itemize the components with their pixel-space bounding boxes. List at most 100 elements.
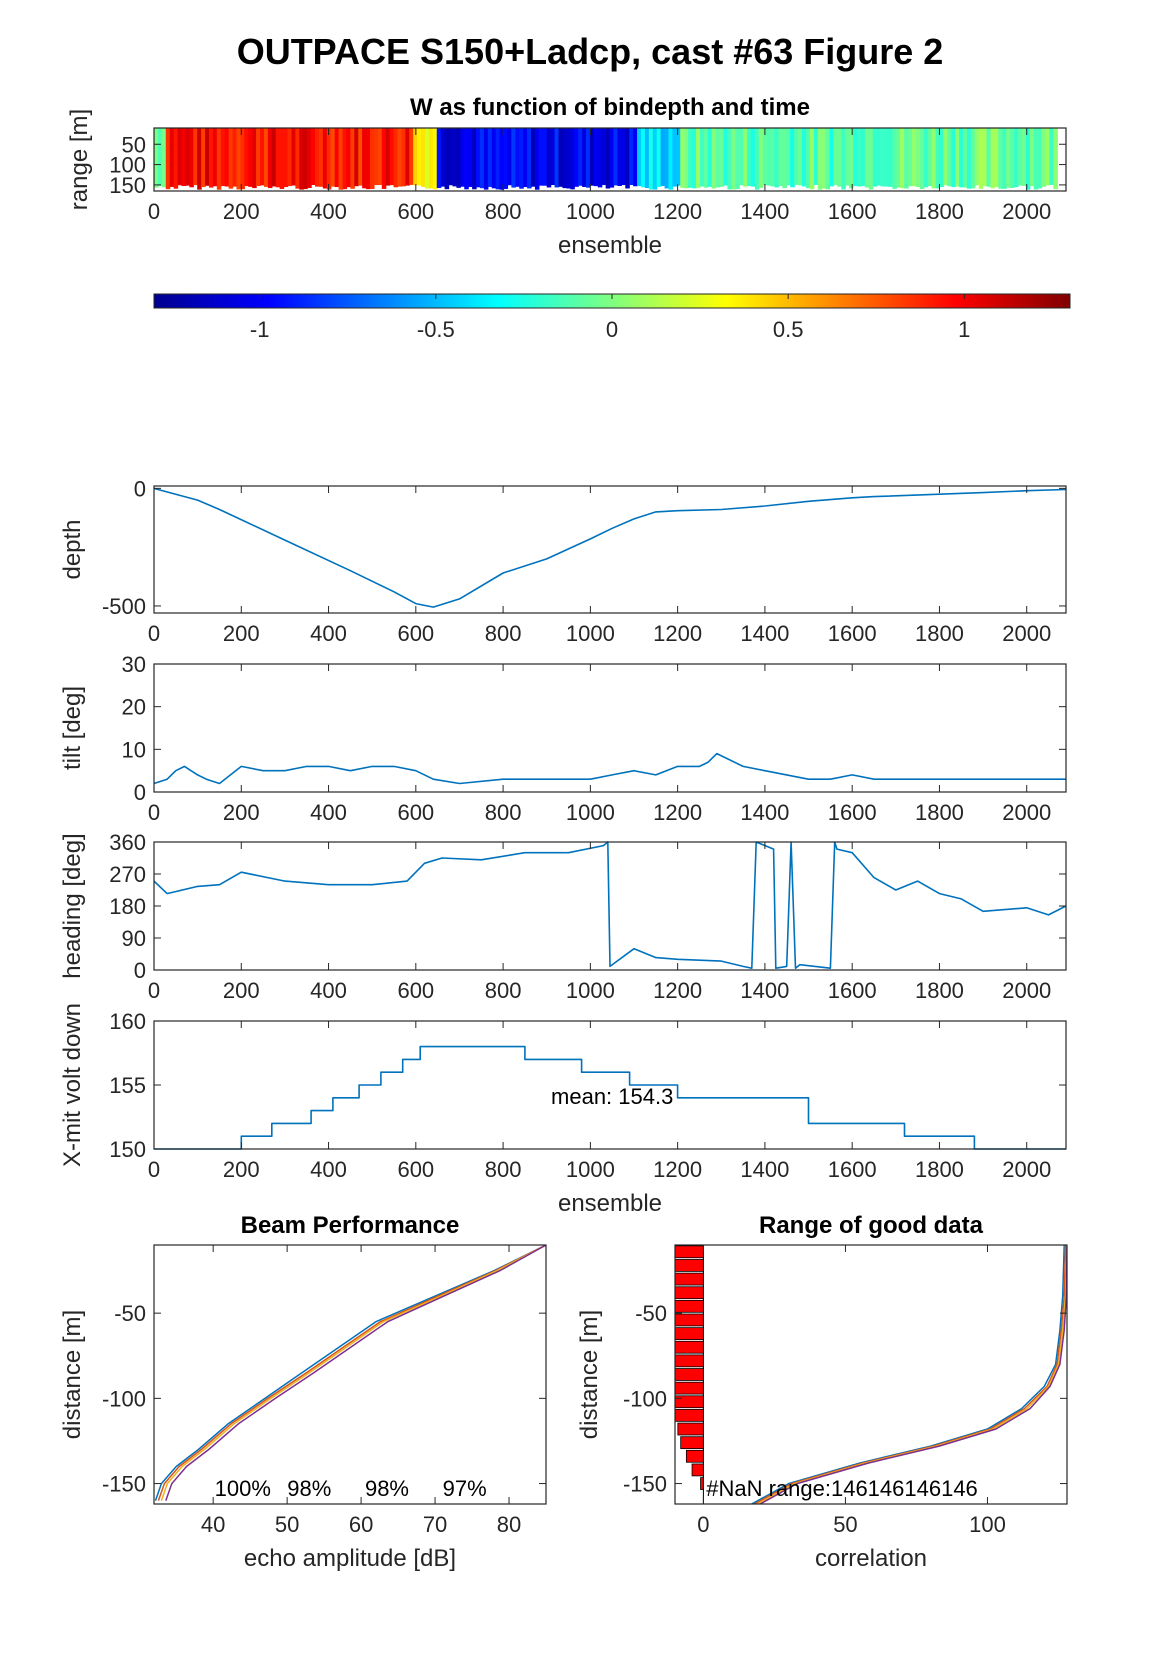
w-cell xyxy=(224,128,230,187)
beam-panel-xtick-label: 80 xyxy=(497,1512,521,1537)
w-cell xyxy=(864,128,870,188)
w-cell xyxy=(915,128,921,188)
w-cell xyxy=(758,128,764,188)
w-cell xyxy=(837,128,842,187)
volt-panel-xtick-label: 1000 xyxy=(566,1157,615,1182)
nan-bar xyxy=(691,1463,704,1477)
colorbar-tick-label: -1 xyxy=(250,317,270,342)
w-cell xyxy=(640,128,646,188)
tilt-panel-xtick-label: 1400 xyxy=(740,800,789,825)
colorbar-tick-label: 0.5 xyxy=(773,317,804,342)
w-cell xyxy=(338,128,344,190)
w-cell xyxy=(487,128,493,187)
nan-bar xyxy=(674,1272,704,1286)
depth-panel-xtick-label: 800 xyxy=(485,621,522,646)
nan-bar xyxy=(674,1299,704,1313)
heading-panel-xtick-label: 0 xyxy=(148,978,160,1003)
heading-panel-xtick-label: 1400 xyxy=(740,978,789,1003)
w-cell xyxy=(189,128,194,188)
w-cell xyxy=(986,128,992,187)
w-cell xyxy=(652,128,658,190)
w-cell xyxy=(802,128,807,187)
w-cell xyxy=(574,128,579,187)
range-beam-4-line xyxy=(759,1245,1067,1504)
w-cell xyxy=(193,128,198,186)
w-cell xyxy=(747,128,752,187)
w-cell xyxy=(947,128,952,187)
nan-bar xyxy=(674,1368,704,1381)
w-cell xyxy=(523,128,528,188)
w-cell xyxy=(295,128,300,189)
w-cell xyxy=(601,128,607,186)
w-cell xyxy=(271,128,277,187)
w-cell xyxy=(456,128,461,188)
w-cell xyxy=(479,128,485,189)
w-cell xyxy=(1002,128,1007,189)
tilt-panel-xtick-label: 1600 xyxy=(828,800,877,825)
w-cell xyxy=(911,128,917,187)
w-cell xyxy=(460,128,465,187)
w-cell xyxy=(719,128,725,187)
nan-bar xyxy=(674,1395,704,1409)
w-cell xyxy=(809,128,815,190)
nan-bar xyxy=(677,1422,704,1436)
w-cell xyxy=(853,128,858,187)
w-cell xyxy=(228,128,234,189)
beam-panel-xtick-label: 70 xyxy=(423,1512,447,1537)
w-cell xyxy=(868,128,874,190)
heading-panel-ytick-label: 90 xyxy=(122,926,146,951)
w-cell xyxy=(326,128,332,190)
range-nan-annotation: #NaN range:146146146146 xyxy=(706,1476,978,1501)
w-cell xyxy=(205,128,210,186)
w-cell xyxy=(692,128,697,189)
w-cell xyxy=(786,128,791,186)
w-cell xyxy=(656,128,662,187)
beam-xlabel: echo amplitude [dB] xyxy=(244,1545,456,1572)
w-cell xyxy=(279,128,285,189)
w-cell xyxy=(511,128,516,188)
w-cell xyxy=(318,128,324,187)
w-cell xyxy=(805,128,811,189)
w-cell xyxy=(860,128,866,187)
heading-panel-ytick-label: 0 xyxy=(134,958,146,983)
tilt-panel-xtick-label: 200 xyxy=(223,800,260,825)
w-cell xyxy=(939,128,944,188)
nan-bar xyxy=(685,1449,704,1463)
w-cell xyxy=(593,128,599,187)
w-cell xyxy=(491,128,497,189)
w-cell xyxy=(813,128,819,185)
w-cell xyxy=(684,128,689,189)
beam-percent-label: 98% xyxy=(365,1476,409,1501)
w-cell xyxy=(350,128,355,189)
w-cell xyxy=(876,128,882,186)
nan-bar xyxy=(674,1340,704,1354)
w-cell xyxy=(499,128,505,190)
w-cell xyxy=(165,128,171,190)
nan-bar xyxy=(674,1354,704,1368)
w-cell xyxy=(519,128,524,189)
depth-panel-xtick-label: 1200 xyxy=(653,621,702,646)
w-cell xyxy=(970,128,976,189)
w-cell xyxy=(617,128,622,186)
w-cell xyxy=(346,128,351,188)
tilt-panel-xtick-label: 400 xyxy=(310,800,347,825)
w-cell xyxy=(908,128,913,187)
w-panel-ytick-label: 150 xyxy=(109,173,146,198)
w-cell xyxy=(263,128,269,187)
w-cell xyxy=(672,128,677,187)
w-cell xyxy=(322,128,328,189)
beam-panel-frame xyxy=(153,1244,547,1505)
w-cell xyxy=(201,128,206,188)
w-cell xyxy=(605,128,611,189)
w-cell xyxy=(597,128,603,188)
range-beam-1-line xyxy=(751,1245,1065,1504)
w-cell xyxy=(216,128,222,190)
volt-panel-ytick-label: 160 xyxy=(109,1009,146,1034)
range-beam-3-line xyxy=(757,1245,1067,1504)
w-cell xyxy=(931,128,937,189)
w-cell xyxy=(1029,128,1035,187)
tilt-panel-xtick-label: 0 xyxy=(148,800,160,825)
w-cell xyxy=(169,128,175,187)
w-cell xyxy=(982,128,988,187)
